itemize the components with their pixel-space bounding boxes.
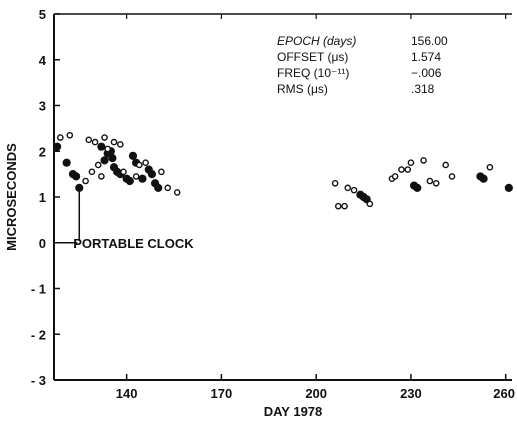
data-point-open xyxy=(98,173,105,180)
stat-label: FREQ (10⁻¹¹) xyxy=(277,66,349,80)
x-tick-label: 200 xyxy=(305,386,327,401)
data-point-filled xyxy=(128,151,138,160)
stat-label: EPOCH (days) xyxy=(277,34,356,48)
x-tick-label: 260 xyxy=(493,386,515,401)
data-point-open xyxy=(91,138,99,146)
data-point-open xyxy=(344,184,352,192)
y-tick-label: - 3 xyxy=(31,373,46,388)
data-point-open xyxy=(404,166,412,173)
y-axis-title: MICROSECONDS xyxy=(4,143,19,251)
y-tick-label: - 1 xyxy=(31,282,46,297)
data-point-open xyxy=(173,189,181,196)
stats-box: EPOCH (days) 156.00 OFFSET (μs) 1.574 FREQ (… xyxy=(277,34,448,96)
stat-value: 156.00 xyxy=(411,34,448,48)
data-point-filled xyxy=(75,183,84,192)
x-tick-label: 170 xyxy=(211,386,233,401)
data-point-filled xyxy=(62,158,71,167)
data-point-open xyxy=(350,186,358,194)
data-point-open xyxy=(88,168,96,176)
y-tick-label: 0 xyxy=(39,236,46,251)
data-point-filled xyxy=(504,183,513,192)
y-tick-label: - 2 xyxy=(31,327,46,342)
stat-value: .318 xyxy=(411,82,435,96)
x-axis-title: DAY 1978 xyxy=(264,404,323,419)
data-point-open xyxy=(57,134,64,141)
data-point-open xyxy=(117,141,124,148)
x-axis-ticks: 140 170 200 230 260 xyxy=(116,14,515,401)
data-point-filled xyxy=(100,156,109,165)
data-point-filled xyxy=(108,154,117,163)
y-tick-label: 5 xyxy=(39,7,46,22)
data-point-open xyxy=(341,202,348,210)
x-tick-label: 230 xyxy=(400,386,422,401)
data-point-open xyxy=(135,161,143,169)
data-point-open xyxy=(407,159,415,166)
stat-label: RMS (μs) xyxy=(277,82,328,96)
data-point-filled xyxy=(97,142,106,151)
stat-label: OFFSET (μs) xyxy=(277,50,348,64)
y-tick-label: 3 xyxy=(39,99,46,114)
data-point-open xyxy=(432,179,440,187)
y-tick-label: 2 xyxy=(39,144,46,159)
data-point-open xyxy=(94,161,102,169)
data-point-filled xyxy=(479,174,488,183)
annotation-layer: PORTABLE CLOCK xyxy=(54,191,194,251)
data-point-open xyxy=(420,157,427,164)
data-point-filled xyxy=(154,183,163,192)
y-tick-label: 4 xyxy=(39,53,47,68)
y-axis-ticks: - 3 - 2 - 1 0 1 2 3 4 5 xyxy=(31,7,60,388)
data-point-open xyxy=(486,163,494,171)
data-point-open xyxy=(426,177,434,185)
data-point-open xyxy=(391,173,399,180)
data-point-open xyxy=(110,138,118,146)
data-point-open xyxy=(158,168,165,176)
data-point-filled xyxy=(413,183,422,192)
data-point-open xyxy=(164,184,172,192)
data-point-open xyxy=(85,136,93,144)
y-tick-label: 1 xyxy=(39,190,46,205)
data-points xyxy=(53,131,513,210)
annotation-label: PORTABLE CLOCK xyxy=(73,236,194,251)
data-point-open xyxy=(101,134,108,141)
data-point-open xyxy=(366,200,374,208)
data-point-filled xyxy=(147,170,157,179)
data-point-open xyxy=(448,173,456,180)
data-point-open xyxy=(442,161,449,169)
data-point-open xyxy=(142,159,149,166)
data-point-open xyxy=(132,173,140,180)
data-point-filled xyxy=(138,174,147,183)
data-point-open xyxy=(104,145,111,153)
data-point-open xyxy=(82,177,89,185)
x-tick-label: 140 xyxy=(116,386,138,401)
data-point-open xyxy=(334,202,342,210)
data-point-open xyxy=(66,131,74,139)
data-point-filled xyxy=(125,176,134,186)
data-point-open xyxy=(398,166,405,173)
stat-value: 1.574 xyxy=(411,50,441,64)
data-point-open xyxy=(331,179,339,187)
data-point-open xyxy=(120,168,127,176)
data-point-filled xyxy=(72,172,81,181)
stat-value: −.006 xyxy=(411,66,442,80)
data-point-filled xyxy=(53,142,62,151)
